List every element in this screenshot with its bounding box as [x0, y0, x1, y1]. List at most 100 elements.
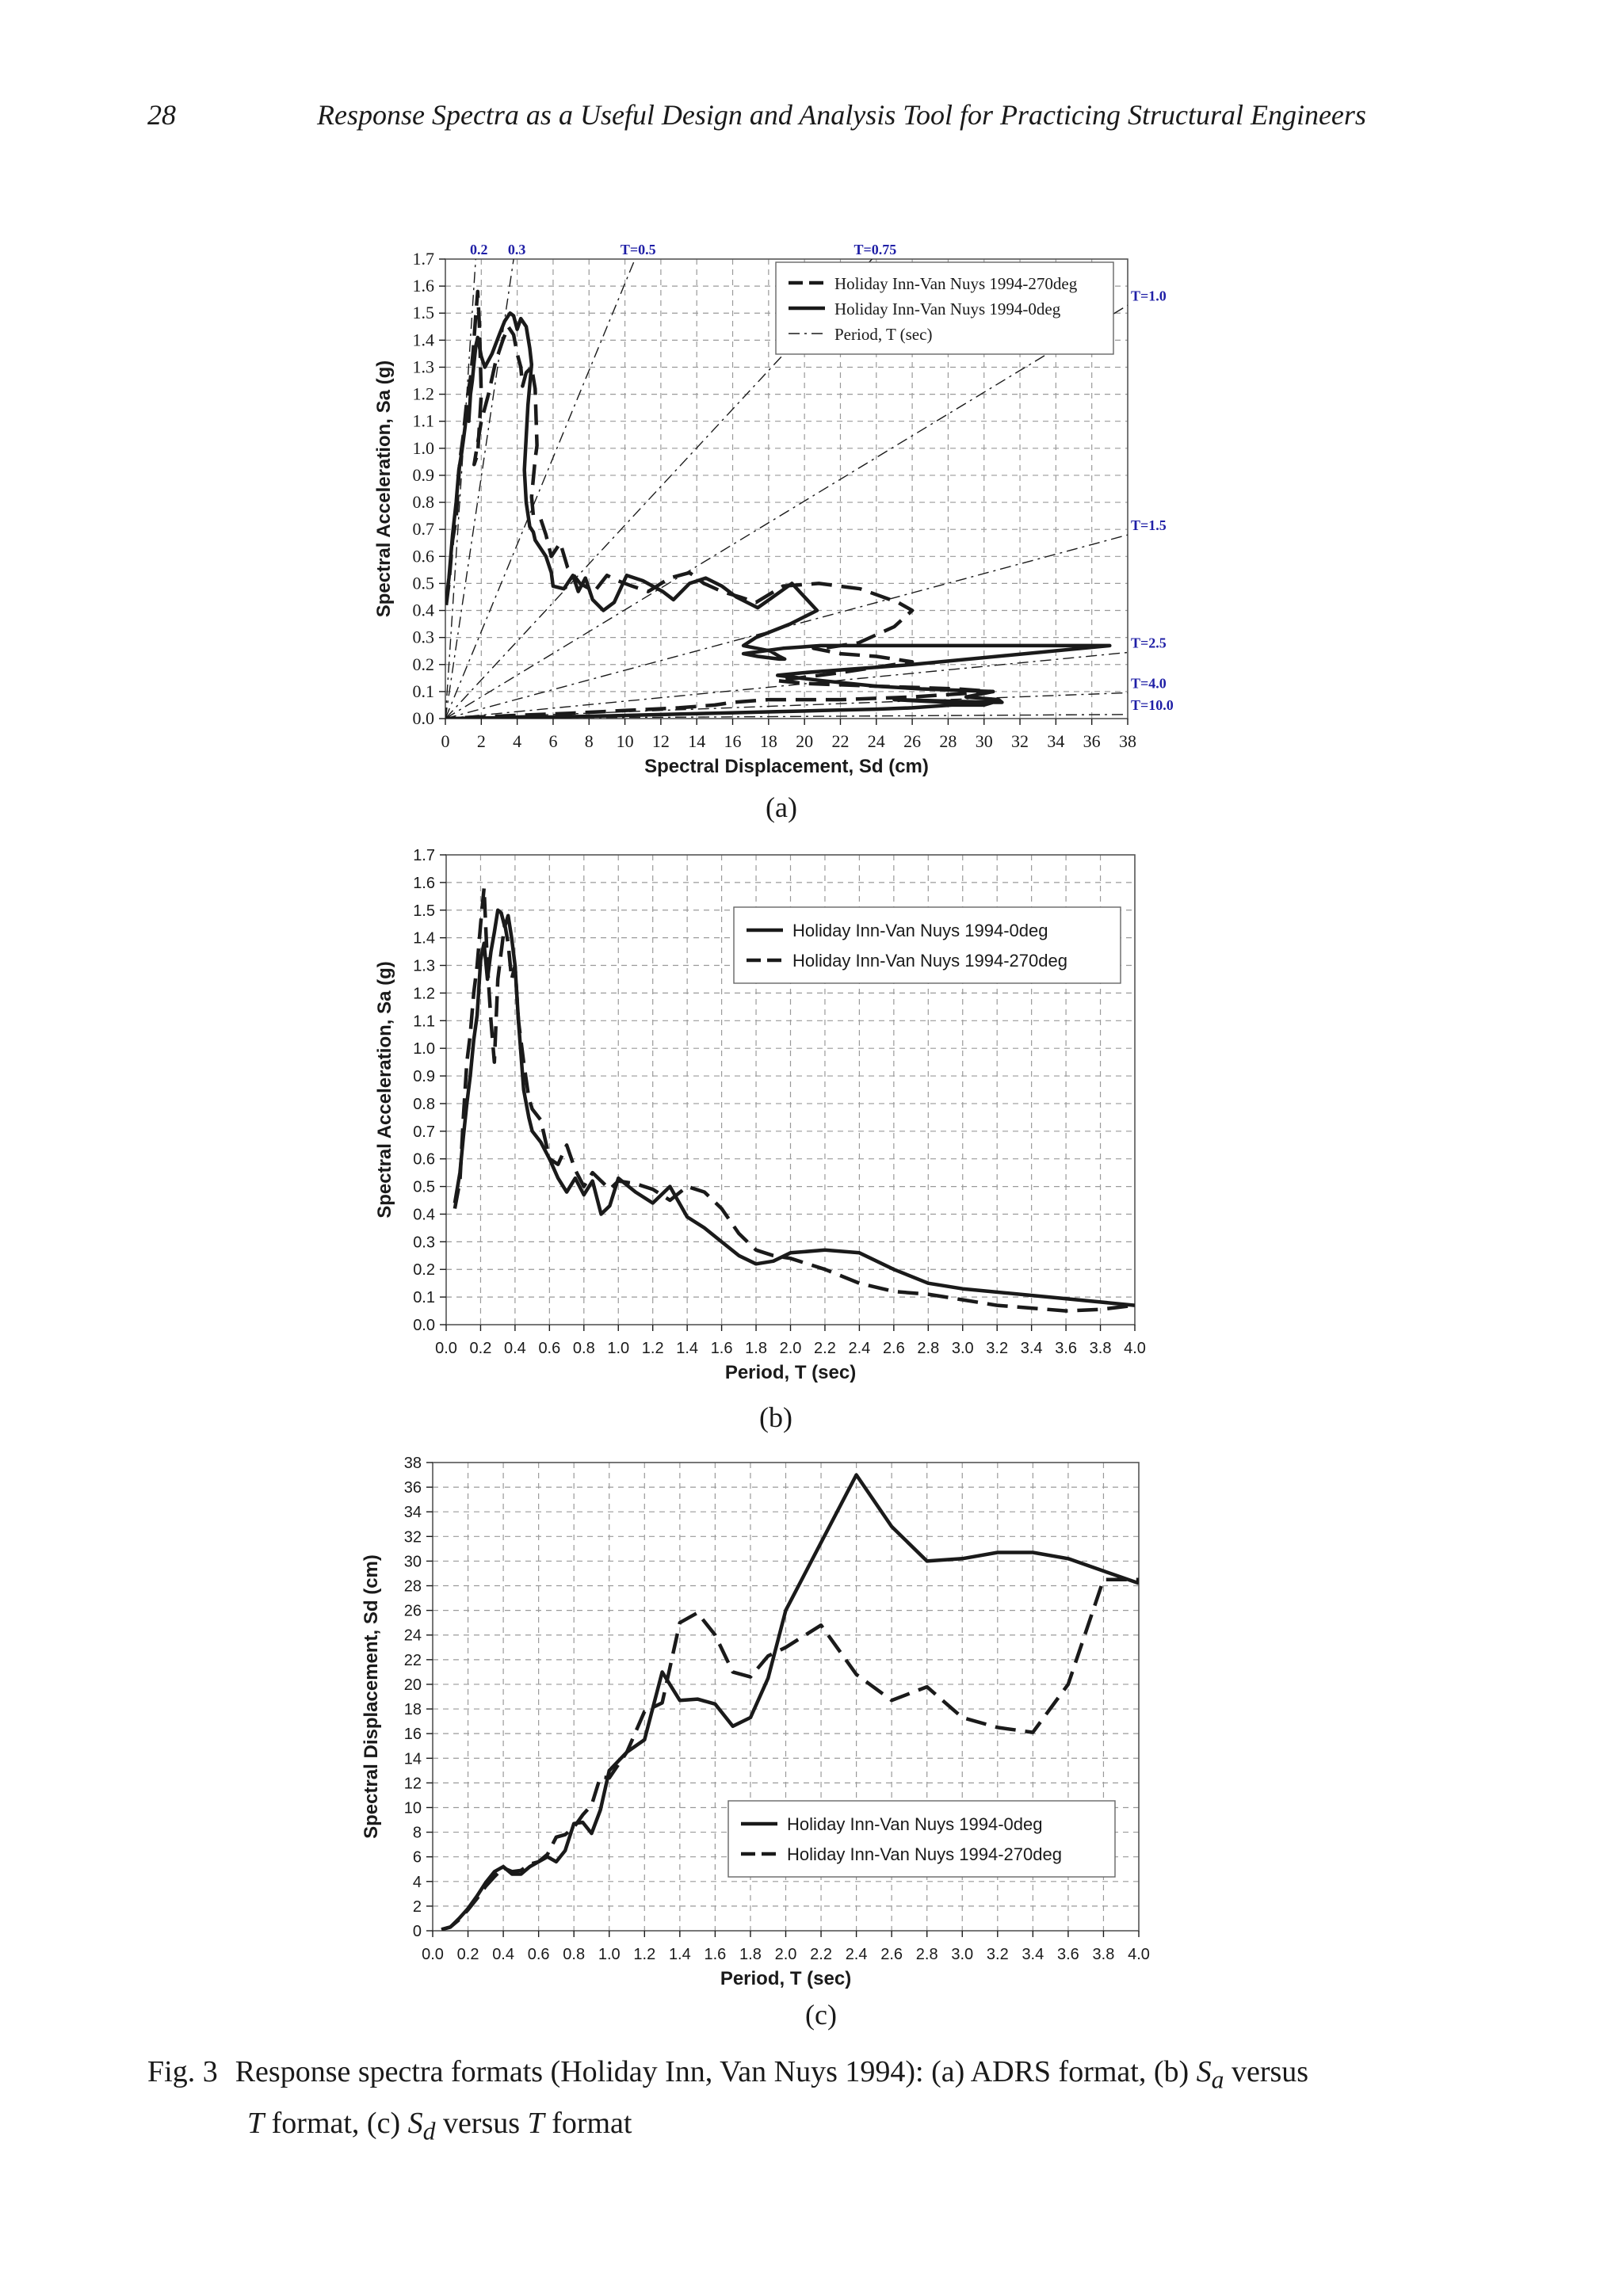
- x-tick-label: 2.4: [846, 1946, 868, 1963]
- y-axis-title: Spectral Acceleration, Sa (g): [374, 961, 395, 1219]
- panel-label-a: (a): [766, 791, 797, 823]
- x-tick-label: 1.8: [745, 1340, 767, 1357]
- y-tick-label: 1.3: [413, 958, 435, 975]
- x-tick-label: 2.8: [916, 1946, 938, 1963]
- panel-label-b: (b): [759, 1402, 792, 1433]
- caption-sa-main: S: [1196, 2055, 1212, 2088]
- y-tick-label: 0.6: [413, 1151, 435, 1169]
- legend-label: Holiday Inn-Van Nuys 1994-270deg: [792, 951, 1067, 971]
- y-tick-label: 28: [404, 1578, 422, 1596]
- period-line-label: T=0.5: [621, 242, 656, 257]
- y-tick-label: 0.9: [413, 1068, 435, 1085]
- x-axis-title: Period, T (sec): [720, 1968, 851, 1989]
- caption-lead: Fig. 3: [147, 2055, 218, 2088]
- x-tick-label: 1.6: [711, 1340, 733, 1357]
- y-tick-label: 0.7: [413, 519, 435, 539]
- y-tick-label: 6: [413, 1849, 422, 1867]
- y-tick-label: 20: [404, 1676, 422, 1694]
- y-tick-label: 0.5: [413, 573, 435, 593]
- legend-label: Holiday Inn-Van Nuys 1994-0deg: [792, 921, 1048, 940]
- period-line-label: T=2.5: [1131, 635, 1167, 651]
- x-tick-label: 0.4: [504, 1340, 526, 1357]
- y-tick-label: 22: [404, 1652, 422, 1669]
- y-tick-label: 0.8: [413, 492, 435, 512]
- caption-line1: Response spectra formats (Holiday Inn, V…: [235, 2055, 1190, 2088]
- x-tick-label: 1.0: [598, 1946, 621, 1963]
- y-tick-label: 32: [404, 1528, 422, 1546]
- x-tick-label: 28: [939, 731, 957, 751]
- y-tick-label: 1.1: [413, 1013, 435, 1030]
- caption-sa-tail: versus: [1232, 2055, 1309, 2088]
- period-line: [445, 692, 1128, 719]
- x-tick-label: 3.2: [987, 1946, 1009, 1963]
- y-tick-label: 26: [404, 1603, 422, 1620]
- y-tick-label: 1.3: [413, 357, 435, 376]
- x-tick-label: 2.6: [880, 1946, 903, 1963]
- legend-label: Holiday Inn-Van Nuys 1994-270deg: [834, 274, 1078, 293]
- x-tick-label: 6: [548, 731, 557, 751]
- period-line: [445, 259, 636, 719]
- y-tick-label: 34: [404, 1504, 422, 1521]
- x-tick-label: 24: [868, 731, 885, 751]
- caption-sd-main: S: [407, 2106, 423, 2140]
- y-tick-label: 16: [404, 1726, 422, 1743]
- x-tick-label: 2.2: [810, 1946, 832, 1963]
- period-line-label: T=10.0: [1131, 697, 1174, 713]
- x-tick-label: 34: [1047, 731, 1064, 751]
- y-tick-label: 0.5: [413, 1179, 435, 1196]
- x-tick-label: 1.0: [607, 1340, 629, 1357]
- x-tick-label: 16: [724, 731, 742, 751]
- y-tick-label: 24: [404, 1627, 422, 1645]
- x-tick-label: 22: [831, 731, 849, 751]
- series-line: [441, 1577, 1139, 1931]
- x-tick-label: 14: [688, 731, 705, 751]
- x-tick-label: 2.8: [917, 1340, 939, 1357]
- legend-label: Holiday Inn-Van Nuys 1994-0deg: [787, 1814, 1042, 1834]
- x-tick-label: 0.2: [470, 1340, 492, 1357]
- period-line: [445, 304, 1128, 719]
- period-line: [445, 259, 514, 719]
- y-tick-label: 0.2: [413, 654, 435, 674]
- x-tick-label: 20: [796, 731, 813, 751]
- x-tick-label: 1.2: [642, 1340, 664, 1357]
- period-line: [445, 259, 476, 719]
- y-tick-label: 30: [404, 1553, 422, 1570]
- y-tick-label: 1.6: [413, 875, 435, 892]
- y-tick-label: 1.6: [413, 276, 435, 296]
- y-tick-label: 8: [413, 1825, 422, 1842]
- caption-end: format: [552, 2106, 632, 2140]
- x-tick-label: 0.0: [422, 1946, 444, 1963]
- y-tick-label: 1.7: [413, 249, 435, 269]
- y-tick-label: 10: [404, 1799, 422, 1817]
- y-tick-label: 38: [404, 1455, 422, 1472]
- series-line: [453, 886, 1135, 1313]
- y-tick-label: 1.5: [413, 902, 435, 920]
- x-tick-label: 3.0: [951, 1946, 973, 1963]
- caption-t2: T: [527, 2106, 544, 2140]
- y-tick-label: 0.7: [413, 1123, 435, 1141]
- y-tick-label: 36: [404, 1479, 422, 1497]
- series-line: [441, 1473, 1139, 1931]
- y-tick-label: 1.2: [413, 985, 435, 1002]
- x-tick-label: 10: [617, 731, 634, 751]
- x-tick-label: 2.0: [775, 1946, 797, 1963]
- running-title: Response Spectra as a Useful Design and …: [317, 99, 1366, 131]
- period-line-label: T=1.0: [1131, 288, 1167, 303]
- x-tick-label: 0.8: [573, 1340, 595, 1357]
- y-tick-label: 0.3: [413, 1234, 435, 1251]
- x-axis-title: Spectral Displacement, Sd (cm): [644, 756, 929, 777]
- y-tick-label: 4: [413, 1874, 422, 1891]
- y-tick-label: 12: [404, 1775, 422, 1792]
- x-tick-label: 2.6: [883, 1340, 905, 1357]
- x-tick-label: 3.8: [1090, 1340, 1112, 1357]
- x-tick-label: 0.2: [457, 1946, 479, 1963]
- x-tick-label: 0: [441, 731, 450, 751]
- x-tick-label: 4.0: [1124, 1340, 1146, 1357]
- plot-frame: [445, 258, 1128, 719]
- series-line: [445, 311, 1112, 719]
- page-number: 28: [147, 99, 176, 131]
- y-tick-label: 0.4: [413, 1206, 435, 1223]
- x-tick-label: 3.4: [1022, 1946, 1044, 1963]
- series-group: [453, 886, 1135, 1313]
- y-tick-label: 2: [413, 1898, 422, 1916]
